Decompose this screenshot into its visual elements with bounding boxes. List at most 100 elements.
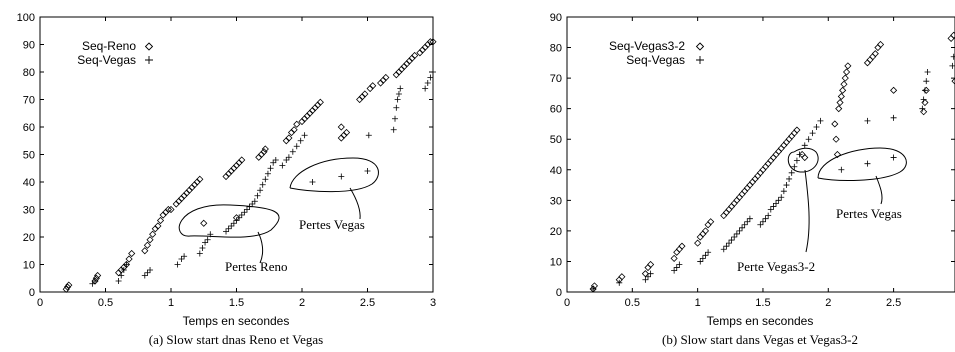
data-point-plus — [924, 69, 931, 75]
data-point-plus — [392, 115, 399, 122]
data-point-plus — [259, 181, 266, 188]
data-point-plus — [230, 220, 237, 227]
y-tick-label: 40 — [23, 177, 35, 189]
x-tick-label: 0.5 — [98, 297, 113, 309]
data-point-plus — [647, 270, 654, 277]
data-point-plus — [243, 206, 250, 213]
data-point-diamond — [738, 190, 746, 198]
data-point-plus — [89, 280, 96, 287]
chart-panel-a: 0 0.5 1 1.5 2 2.5 3 0 10 20 30 40 50 60 70 80 90 100 Seq… — [17, 12, 437, 347]
data-point-diamond — [696, 233, 704, 241]
data-point-plus — [780, 188, 787, 195]
loss-ellipse-vegas-b — [817, 147, 907, 181]
data-point-plus — [120, 267, 127, 273]
data-point-diamond — [261, 145, 269, 153]
data-point-plus — [267, 165, 274, 172]
data-point-diamond — [298, 117, 306, 126]
data-point-diamond — [164, 205, 172, 214]
data-point-diamond — [863, 59, 872, 67]
data-point-diamond — [125, 255, 133, 263]
y-tick-label: 60 — [550, 104, 562, 116]
data-point-diamond — [837, 92, 845, 101]
x-tick-label: 1.5 — [229, 297, 244, 309]
data-point-diamond — [301, 115, 309, 123]
data-point-plus — [395, 91, 402, 97]
data-point-diamond — [673, 248, 681, 256]
x-tick-label: 1 — [695, 297, 701, 309]
annotation-pertes-vegas-b: Pertes Vegas — [836, 206, 902, 221]
data-point-plus — [919, 105, 926, 112]
y-tick-label: 70 — [550, 73, 562, 85]
data-point-diamond — [707, 218, 715, 226]
data-point-plus — [949, 62, 955, 69]
data-point-diamond — [175, 197, 183, 205]
y-tick-label: 50 — [23, 150, 35, 162]
data-point-plus — [723, 243, 730, 250]
x-tick-label: 3 — [430, 297, 436, 309]
data-point-plus — [676, 261, 683, 268]
y-ticks-b: 0 10 20 30 40 50 60 70 80 90 — [550, 12, 955, 299]
data-point-diamond — [869, 53, 877, 61]
caption-a: (a) Slow start dnas Reno et Vegas — [149, 332, 324, 347]
data-point-plus — [809, 130, 816, 137]
data-point-plus — [254, 192, 261, 199]
y-tick-label: 0 — [556, 287, 562, 299]
data-point-diamond — [287, 128, 296, 137]
leader-line-vegas-b — [875, 175, 883, 205]
data-point-diamond — [377, 79, 385, 87]
data-point-plus — [733, 230, 740, 237]
y-tick-label: 0 — [29, 287, 35, 299]
data-point-diamond — [764, 160, 772, 168]
data-point-diamond — [920, 108, 928, 116]
legend-marker-plus-a — [145, 56, 153, 64]
data-point-diamond — [416, 49, 424, 57]
x-tick-label: 0.5 — [625, 297, 640, 309]
data-point-diamond — [397, 65, 406, 73]
marks-a — [62, 38, 437, 293]
data-point-plus — [427, 74, 434, 81]
x-tick-label: 0 — [564, 297, 570, 309]
data-point-plus — [147, 267, 154, 273]
leader-line-vegas3-2 — [804, 169, 810, 253]
loss-ellipse-reno — [178, 204, 280, 238]
data-point-diamond — [340, 131, 348, 139]
data-point-diamond — [890, 86, 898, 94]
data-point-plus — [118, 272, 125, 279]
data-point-diamond — [746, 181, 754, 189]
data-point-diamond — [831, 120, 839, 128]
data-point-plus — [757, 221, 764, 228]
data-point-diamond — [230, 164, 238, 172]
data-point-diamond — [780, 141, 788, 149]
data-point-plus — [759, 218, 766, 225]
data-point-diamond — [314, 101, 322, 109]
x-tick-label: 2 — [825, 297, 831, 309]
data-point-diamond — [379, 76, 387, 84]
data-point-diamond — [177, 194, 186, 203]
data-point-plus — [773, 200, 780, 207]
data-point-diamond — [843, 68, 851, 76]
data-point-plus — [236, 214, 243, 221]
x-ticks-b: 0 0.5 1 1.5 2 2.5 — [564, 17, 901, 309]
data-point-plus — [796, 151, 803, 158]
y-tick-label: 90 — [550, 12, 562, 24]
loss-ellipse-vegas-a — [289, 157, 379, 193]
plot-frame-b — [566, 16, 955, 293]
data-point-diamond — [670, 254, 678, 262]
y-tick-label: 10 — [550, 256, 562, 268]
data-point-diamond — [701, 227, 710, 235]
data-point-plus — [616, 279, 623, 286]
data-point-diamond — [180, 192, 188, 200]
data-point-diamond — [704, 221, 712, 229]
data-point-plus — [204, 236, 211, 243]
y-tick-label: 70 — [23, 95, 35, 107]
data-point-diamond — [641, 270, 649, 278]
data-point-plus — [786, 175, 793, 182]
data-point-plus — [702, 252, 709, 259]
data-point-diamond — [337, 134, 345, 142]
data-point-diamond — [785, 135, 793, 143]
data-point-diamond — [232, 161, 241, 170]
data-point-diamond — [675, 245, 683, 253]
data-point-plus — [424, 80, 431, 86]
data-point-plus — [293, 143, 300, 150]
data-point-diamond — [162, 208, 170, 216]
